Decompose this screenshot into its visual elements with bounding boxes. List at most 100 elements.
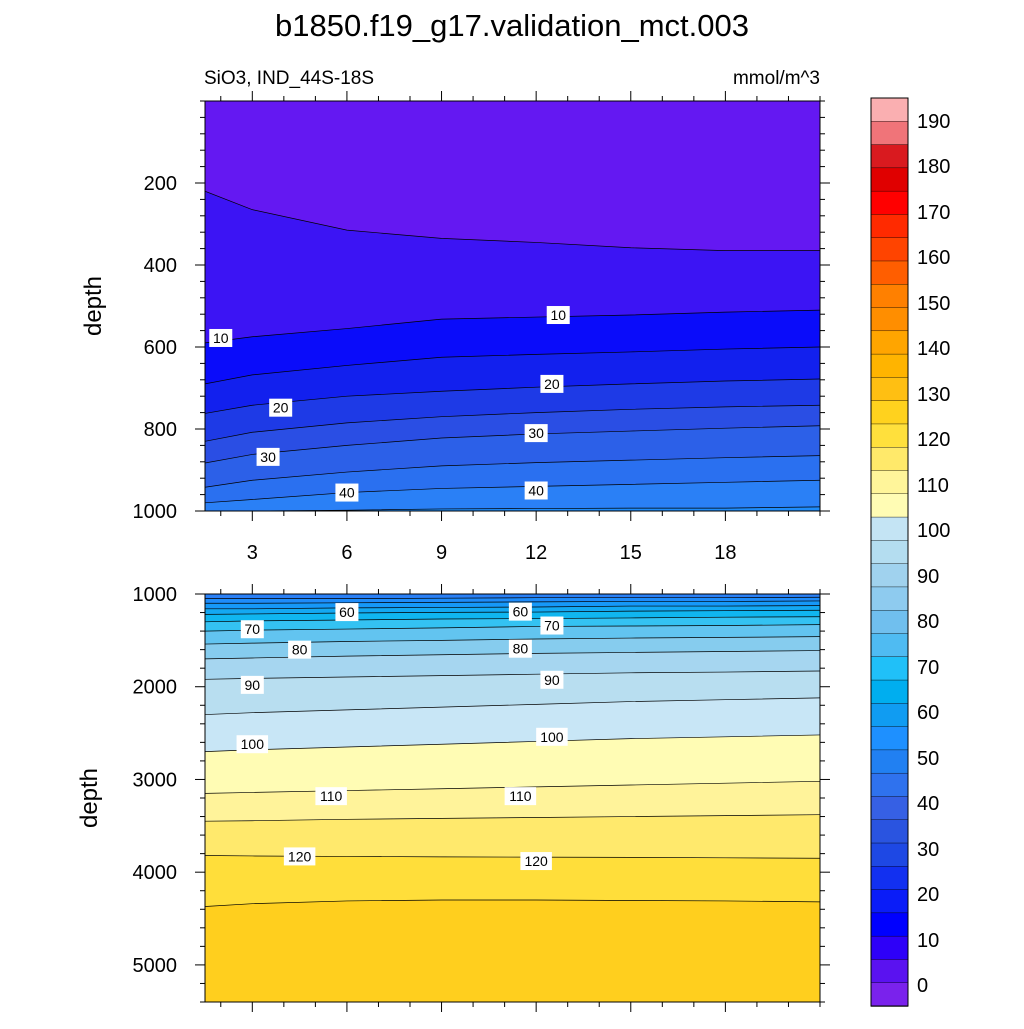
contour-label-text: 110: [509, 788, 532, 804]
contour-label-bg: [269, 398, 293, 417]
contour-line-110: [205, 855, 820, 859]
contour-label-60: 60: [335, 603, 359, 622]
contour-band-40: [205, 480, 820, 511]
contour-line-65: [205, 616, 820, 623]
contour-label-text: 120: [288, 848, 312, 864]
colorbar-label: 190: [917, 111, 950, 133]
colorbar-label: 180: [917, 156, 950, 178]
contour-label-bg: [536, 727, 568, 746]
contour-label-bg: [540, 616, 564, 635]
colorbar-swatch: [870, 586, 909, 611]
filled-contours: 10 10 20 20 30 30 40 40: [205, 101, 820, 511]
lower-y-axis-title: depth: [76, 768, 103, 828]
colorbar-swatch: [870, 493, 909, 518]
contour-label-120: 120: [520, 852, 552, 871]
contour-label-bg: [540, 670, 564, 689]
colorbar-label: 100: [917, 520, 950, 542]
colorbar-swatch: [870, 423, 909, 448]
contour-label-bg: [524, 481, 548, 500]
contour-label-80: 80: [288, 640, 312, 659]
lower-contour-panel: 60 60 70 70 80 80 90 90 100 100 110 110 120 120 1000 20…: [133, 584, 830, 1012]
contour-label-bg: [288, 640, 312, 659]
contour-line-55: [205, 605, 820, 610]
colorbar-swatch: [870, 260, 909, 285]
colorbar-label: 0: [917, 975, 928, 997]
colorbar-swatch: [870, 377, 909, 402]
contour-label-bg: [236, 735, 269, 754]
units-label: mmol/m^3: [733, 68, 820, 89]
contour-label-text: 40: [528, 483, 544, 499]
colorbar-swatch: [870, 656, 909, 681]
contour-label-bg: [240, 620, 264, 639]
contour-line-90: [205, 697, 820, 715]
contour-line-60: [205, 609, 820, 615]
contour-label-70: 70: [240, 620, 264, 639]
contour-line-25: [205, 404, 820, 442]
y-tick-label: 800: [144, 419, 177, 441]
colorbar-label: 60: [917, 702, 939, 724]
contour-label-bg: [240, 675, 264, 694]
colorbar-label: 140: [917, 338, 950, 360]
colorbar-label: 70: [917, 657, 939, 679]
x-tick-label: 6: [341, 542, 352, 564]
y-tick-label: 400: [144, 255, 177, 277]
colorbar-swatch: [870, 516, 909, 542]
contour-label-10: 10: [209, 328, 233, 347]
y-tick-label: 2000: [133, 677, 178, 699]
colorbar-swatch: [870, 167, 909, 192]
colorbar-swatch: [870, 842, 909, 868]
contour-line-105: [205, 814, 820, 822]
colorbar-label: 40: [917, 793, 939, 815]
contour-label-10: 10: [546, 306, 570, 325]
contour-label-text: 70: [544, 618, 560, 634]
contour-label-20: 20: [269, 398, 293, 417]
colorbar-swatch: [870, 633, 909, 658]
colorbar-label: 10: [917, 930, 939, 952]
x-tick-label: 15: [620, 542, 642, 564]
colorbar-swatch: [870, 959, 909, 984]
contour-label-bg: [508, 602, 532, 621]
contour-label-bg: [256, 447, 280, 466]
colorbar-label: 150: [917, 293, 950, 315]
colorbar-swatch: [870, 796, 909, 821]
colorbar-swatch: [870, 982, 909, 1007]
contour-label-text: 80: [292, 642, 308, 658]
upper-y-axis-title: depth: [80, 276, 107, 336]
contour-label-bg: [335, 603, 359, 622]
colorbar-swatch: [870, 353, 909, 379]
contour-label-text: 100: [241, 736, 265, 752]
colorbar-swatch: [870, 470, 909, 495]
x-tick-label: 9: [436, 542, 447, 564]
colorbar-label: 130: [917, 384, 950, 406]
contour-line-20: [205, 378, 820, 414]
colorbar-swatch: [870, 400, 909, 425]
contour-label-bg: [315, 787, 347, 806]
colorbar-label: 80: [917, 611, 939, 633]
colorbar-swatch: [870, 237, 909, 262]
colorbar-swatch: [870, 190, 909, 216]
colorbar-swatch: [870, 703, 909, 728]
colorbar-label: 90: [917, 566, 939, 588]
contour-label-text: 30: [528, 425, 544, 441]
colorbar-label: 120: [917, 429, 950, 451]
contour-label-110: 110: [315, 787, 347, 806]
y-tick-label: 600: [144, 337, 177, 359]
x-tick-label: 3: [247, 542, 258, 564]
upper-contour-panel: 10 10 20 20 30 30 40 40 3 6 9 12 15 18 200 400 600 800 100…: [133, 91, 830, 564]
colorbar-swatch: [870, 540, 909, 565]
contour-label-100: 100: [236, 735, 269, 754]
plot-frame: [204, 100, 821, 512]
contour-label-40: 40: [524, 481, 548, 500]
contour-line-15: [205, 346, 820, 385]
contour-label-text: 40: [339, 485, 355, 501]
contour-label-text: 60: [339, 604, 355, 620]
contour-label-30: 30: [256, 447, 280, 466]
contour-line-95: [205, 734, 820, 752]
colorbar-swatch: [870, 610, 909, 635]
contour-label-bg: [546, 306, 570, 325]
colorbar-frame: [870, 97, 909, 1007]
contour-label-bg: [283, 847, 316, 866]
colorbar-swatch: [870, 912, 909, 937]
